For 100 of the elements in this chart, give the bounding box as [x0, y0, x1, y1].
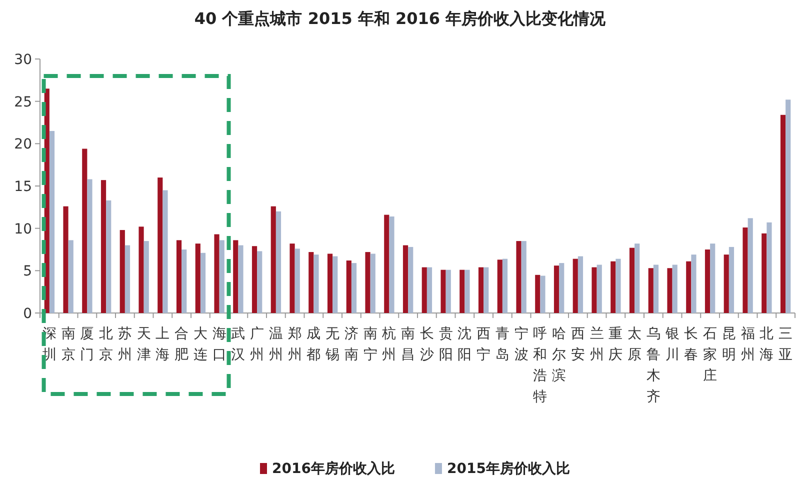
x-tick-label: 广州 [250, 326, 264, 363]
bar [294, 248, 300, 313]
bar [610, 261, 616, 313]
bar [200, 252, 206, 313]
bar [314, 254, 319, 313]
bar [252, 246, 258, 313]
x-tick-label: 成都 [306, 326, 321, 363]
x-tick-label: 石家庄 [703, 326, 718, 384]
x-tick-label: 三亚 [778, 326, 793, 363]
bar [484, 267, 489, 313]
bar [120, 230, 125, 313]
x-tick-label: 北海 [760, 326, 774, 363]
bar [634, 244, 640, 313]
x-tick-label: 兰州 [590, 326, 604, 363]
bar [276, 211, 282, 313]
bar [786, 100, 791, 313]
y-tick-label: 25 [14, 94, 32, 110]
bar [724, 254, 729, 313]
x-tick-label: 南京 [61, 326, 76, 363]
x-tick-label: 合肥 [174, 326, 189, 363]
bar [704, 250, 710, 313]
chart-title: 40 个重点城市 2015 年和 2016 年房价收入比变化情况 [194, 9, 607, 28]
x-tick-label: 呼和浩特 [533, 326, 548, 405]
bar [182, 250, 187, 313]
y-tick-label: 10 [14, 221, 32, 238]
bar [742, 227, 748, 313]
bar [100, 180, 106, 313]
bar [68, 240, 74, 313]
bar [478, 267, 484, 313]
y-tick-label: 5 [23, 264, 32, 280]
bar [402, 245, 408, 313]
bar [389, 216, 394, 313]
bar [672, 264, 678, 313]
x-tick-label: 长春 [684, 326, 698, 363]
bar [592, 267, 597, 313]
bar [762, 233, 767, 313]
bar [308, 252, 314, 313]
bar [766, 222, 772, 313]
bar [559, 263, 564, 313]
bar [384, 214, 390, 313]
bar [629, 248, 635, 313]
bar [124, 245, 130, 313]
bar [426, 267, 432, 313]
bar [521, 241, 526, 313]
bar [686, 261, 692, 313]
bar [370, 254, 376, 313]
x-tick-label: 北京 [99, 326, 114, 363]
x-tick-label: 大连 [193, 326, 208, 363]
x-tick-label: 太原 [628, 326, 642, 363]
bar [780, 114, 786, 313]
bar [748, 218, 753, 313]
x-tick-label: 西宁 [476, 326, 491, 363]
bar [648, 268, 654, 313]
x-tick-label: 哈尔滨 [552, 326, 566, 384]
bar [554, 266, 560, 313]
x-tick-label: 上海 [156, 326, 170, 363]
x-tick-label: 郑州 [288, 326, 302, 363]
x-tick-label: 天津 [136, 326, 151, 363]
bar [176, 240, 182, 313]
bar [535, 274, 540, 313]
bar [49, 130, 55, 313]
x-tick-label: 昆明 [722, 326, 736, 363]
x-tick-label: 厦门 [80, 326, 94, 363]
bar [653, 264, 659, 313]
bar [667, 268, 672, 313]
x-tick-label: 南昌 [401, 326, 416, 363]
bar [238, 245, 244, 313]
x-tick-label: 济南 [344, 326, 358, 363]
x-tick-label: 福州 [740, 326, 755, 363]
bar [616, 258, 621, 313]
bar [257, 251, 262, 313]
bar [497, 260, 502, 313]
y-tick-label: 20 [14, 136, 32, 153]
bar [162, 190, 168, 313]
bar [144, 241, 149, 313]
x-tick-label: 西安 [570, 326, 585, 363]
bar [351, 263, 357, 313]
bar [502, 258, 508, 313]
bar [440, 270, 446, 313]
y-tick-label: 15 [14, 179, 32, 195]
bar [710, 244, 716, 313]
bar [233, 240, 238, 313]
bar [446, 270, 451, 313]
bar [106, 200, 112, 313]
x-tick-label: 青岛 [495, 326, 510, 363]
x-tick-label: 宁波 [514, 326, 528, 363]
bar [691, 254, 696, 313]
x-tick-label: 乌鲁木齐 [646, 326, 660, 405]
bar [158, 178, 163, 313]
bar [214, 234, 220, 313]
bar [87, 179, 92, 313]
x-tick-label: 杭州 [381, 326, 396, 363]
bar [63, 206, 68, 313]
x-tick-label: 苏州 [118, 326, 132, 363]
bar [540, 276, 546, 313]
x-tick-label: 温州 [268, 326, 283, 363]
x-tick-label: 沈阳 [458, 326, 472, 363]
bar [596, 264, 602, 313]
bar [219, 240, 224, 313]
x-tick-label: 海口 [212, 326, 226, 363]
